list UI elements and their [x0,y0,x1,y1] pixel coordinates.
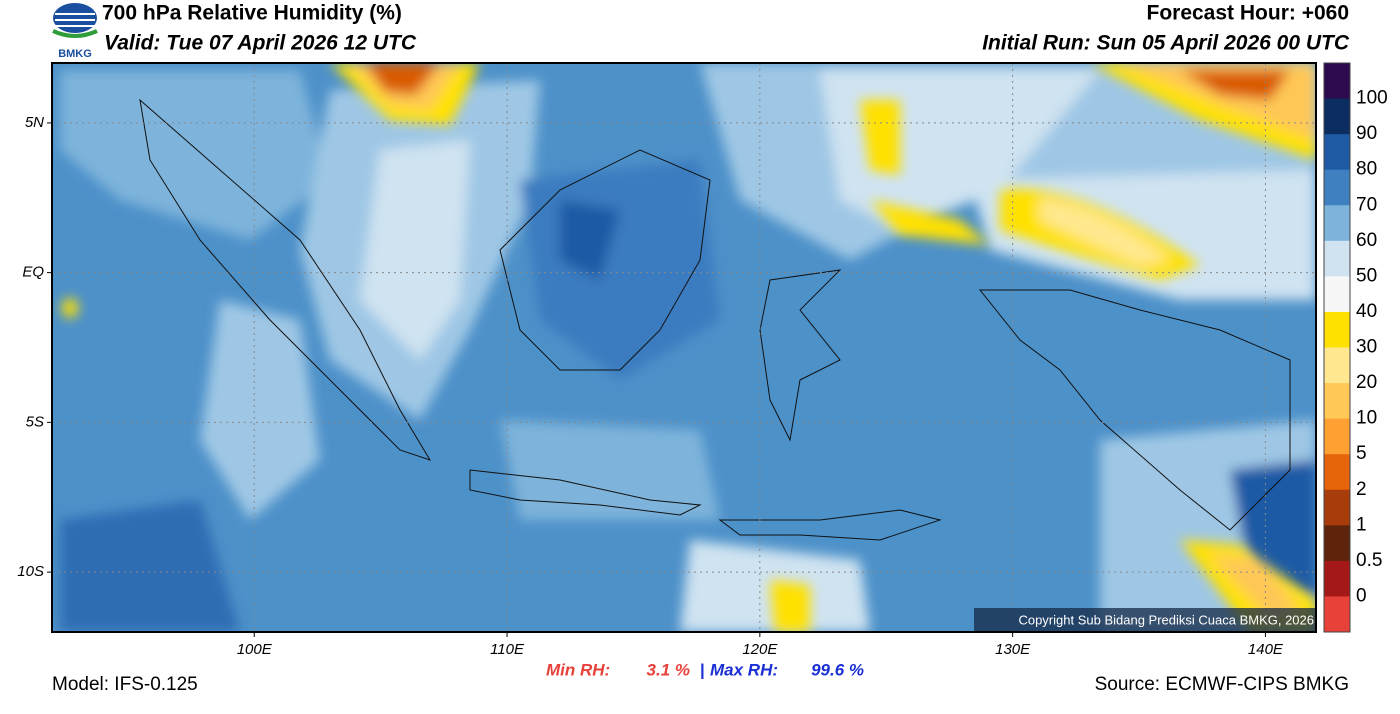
colorbar-label: 0 [1356,585,1367,606]
x-tick-label: 130E [995,641,1031,658]
colorbar-box [1324,560,1350,597]
colorbar-box [1324,454,1350,491]
colorbar-box [1324,98,1350,135]
colorbar-box [1324,276,1350,313]
min-rh-value: 3.1 % [647,660,690,679]
colorbar-box [1324,489,1350,526]
max-rh-value: 99.6 % [811,660,864,679]
colorbar-label: 10 [1356,408,1377,429]
x-tick-label: 140E [1248,641,1284,658]
colorbar-box [1324,596,1350,633]
axis-ticks: 100E 110E 120E 130E 140E 5N EQ 5S 10S [17,114,1284,658]
humidity-field: Copyright Sub Bidang Prediksi Cuaca BMKG… [52,63,1316,632]
colorbar-label: 2 [1356,479,1367,500]
colorbar-label: 20 [1356,372,1377,393]
y-tick-label: 5S [26,413,44,430]
colorbar-label: 0.5 [1356,550,1382,571]
x-tick-label: 100E [237,641,273,658]
colorbar-box [1324,311,1350,348]
colorbar-label: 90 [1356,123,1377,144]
colorbar-label: 30 [1356,337,1377,358]
colorbar-box [1324,63,1350,100]
y-tick-label: EQ [22,264,44,281]
colorbar-box [1324,525,1350,562]
x-tick-label: 110E [490,641,525,658]
separator: | [700,660,705,679]
min-rh-label: Min RH: [546,660,610,679]
colorbar-label: 80 [1356,159,1377,180]
colorbar-label: 70 [1356,194,1377,215]
lon-grid [253,63,1266,632]
y-tick-label: 10S [17,563,44,580]
coastlines [139,98,1291,541]
colorbar-label: 100 [1356,88,1388,109]
colorbar-label: 40 [1356,301,1377,322]
colorbar-box [1324,347,1350,384]
colorbar-box [1324,383,1350,420]
map-frame [51,62,1317,633]
y-tick-label: 5N [25,114,44,131]
colorbar-box [1324,134,1350,171]
colorbar-label: 1 [1356,514,1367,535]
valid-time: Valid: Tue 07 April 2026 12 UTC [104,32,417,55]
model: Model: IFS-0.125 [52,674,198,695]
x-tick-label: 120E [742,641,778,658]
lat-grid [52,122,1316,573]
colorbar-box [1324,205,1350,242]
colorbar-label: 5 [1356,443,1367,464]
colorbar-box [1324,240,1350,277]
logo-text: BMKG [58,48,92,60]
colorbar-label: 50 [1356,265,1377,286]
colorbar-box [1324,169,1350,206]
colorbar-frame [1323,62,1351,633]
initial-run: Initial Run: Sun 05 April 2026 00 UTC [982,32,1350,55]
source: Source: ECMWF-CIPS BMKG [1095,674,1349,695]
copyright: Copyright Sub Bidang Prediksi Cuaca BMKG… [1018,612,1314,627]
forecast-hour: Forecast Hour: +060 [1147,2,1350,25]
logo: BMKG [52,3,98,60]
colorbar: 100 90 80 70 60 50 40 30 20 10 5 2 1 0.5 0 [1323,62,1388,633]
title: 700 hPa Relative Humidity (%) [102,2,402,25]
colorbar-box [1324,418,1350,455]
max-rh-label: Max RH: [710,660,778,679]
colorbar-label: 60 [1356,230,1377,251]
